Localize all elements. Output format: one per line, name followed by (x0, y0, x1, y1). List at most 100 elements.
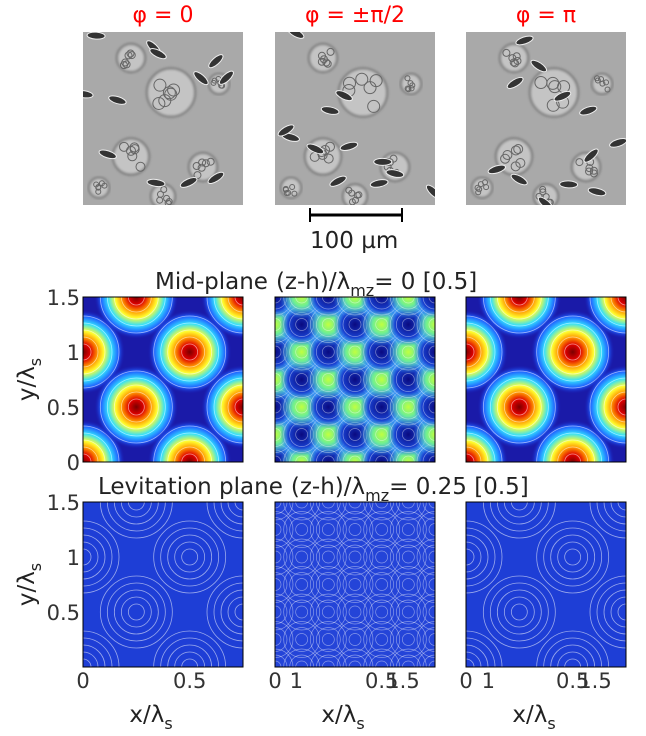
contour (83, 315, 120, 389)
contour (550, 644, 596, 667)
contour (416, 306, 435, 343)
contour (167, 439, 213, 462)
contour (389, 538, 427, 576)
contour (321, 578, 335, 591)
contour (422, 312, 435, 337)
contour (482, 370, 556, 444)
cell (548, 80, 562, 94)
row-label: Levitation plane (98, 474, 283, 500)
cell (603, 79, 610, 86)
contour (83, 520, 120, 594)
contour (496, 589, 542, 635)
contour (83, 322, 113, 382)
rod-particle (83, 90, 94, 99)
field-map (82, 501, 244, 668)
contour (375, 502, 389, 509)
rod-particle (146, 178, 166, 188)
contour (283, 502, 321, 521)
contour (83, 534, 106, 580)
contour (220, 589, 243, 635)
contour (428, 550, 435, 564)
cell (126, 49, 135, 58)
contour (395, 654, 421, 667)
cell (585, 164, 594, 173)
contour (289, 572, 315, 597)
contour (466, 329, 489, 375)
micrograph-bg (275, 32, 435, 205)
y-axis-label: y/λs (14, 358, 45, 401)
contour (391, 700, 435, 732)
x-tick-label: 1.5 (386, 669, 419, 693)
contour (369, 572, 395, 597)
contour (416, 388, 435, 426)
contour (174, 446, 206, 462)
rod-particle (207, 171, 225, 184)
contour (283, 593, 321, 631)
contour (181, 453, 199, 462)
rod-particle (385, 169, 405, 178)
rod-particle (320, 106, 340, 115)
cell (197, 163, 206, 172)
cell (546, 76, 560, 90)
contour (416, 538, 435, 576)
contour (309, 593, 347, 631)
cell (162, 86, 176, 100)
contour (321, 502, 335, 509)
cell (513, 144, 524, 155)
contour (428, 578, 435, 591)
x-axis-label: x/λs (512, 702, 555, 732)
contour (99, 502, 173, 539)
contour (395, 502, 421, 515)
contour (589, 370, 626, 444)
contour (363, 593, 401, 631)
contour (422, 394, 435, 420)
cell (152, 96, 166, 110)
field-content (275, 297, 435, 462)
contour (8, 495, 52, 539)
field-map (274, 296, 436, 463)
contour (489, 582, 549, 642)
contour (348, 523, 362, 536)
rod-particle (530, 59, 548, 73)
contour (99, 370, 173, 444)
contour (557, 446, 589, 462)
contour (550, 439, 596, 462)
contour (321, 660, 335, 667)
y-tick-label: 1 (67, 546, 80, 570)
contour (127, 603, 145, 621)
contour (363, 502, 401, 521)
contour (206, 575, 243, 649)
contour (496, 297, 542, 320)
contour (83, 336, 99, 368)
contour (181, 548, 199, 566)
contour (389, 511, 427, 548)
contour (234, 603, 243, 621)
contour (401, 660, 415, 667)
cell (343, 76, 357, 90)
cell (326, 47, 335, 56)
cell (405, 86, 412, 93)
cell (539, 188, 547, 196)
contour (309, 648, 347, 667)
contour (610, 391, 626, 423)
row-title: Levitation plane (z-h)/λmz= 0.25 [0.5] (98, 474, 529, 505)
cell (282, 186, 289, 193)
micrograph-bg (466, 32, 626, 205)
cell-cluster (342, 183, 368, 205)
contour (275, 566, 294, 603)
micrograph (83, 32, 243, 205)
contour (213, 582, 243, 642)
rod-particle (559, 180, 579, 189)
contour (536, 315, 610, 389)
contour (83, 527, 113, 587)
contour (315, 297, 341, 310)
contour (416, 333, 435, 371)
contour (295, 502, 309, 509)
contour (321, 633, 335, 646)
cell (98, 180, 105, 187)
contour (181, 343, 199, 361)
cell (198, 158, 207, 167)
contour (283, 297, 321, 316)
cell (160, 185, 168, 193)
